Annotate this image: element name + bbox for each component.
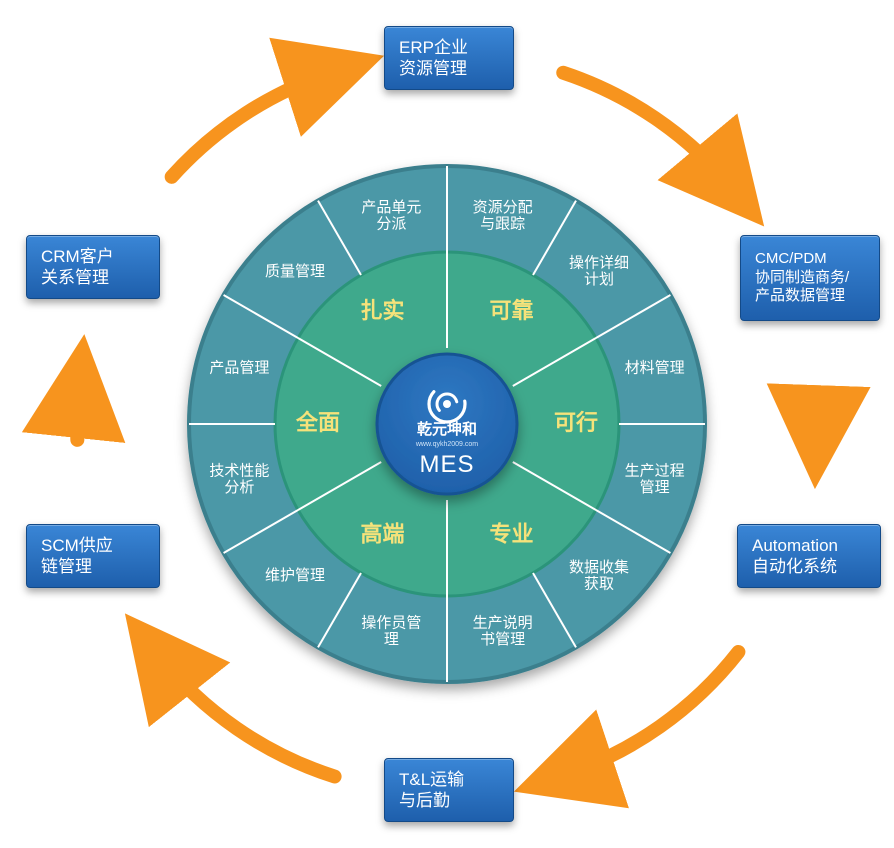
diagram-root: 可靠可行专业高端全面扎实资源分配与跟踪操作详细计划材料管理生产过程管理数据收集获… <box>0 0 894 848</box>
diagram-svg: 可靠可行专业高端全面扎实资源分配与跟踪操作详细计划材料管理生产过程管理数据收集获… <box>0 0 894 848</box>
ring2-label: 维护管理 <box>265 567 325 584</box>
ring1-label: 扎实 <box>360 298 404 323</box>
outer-box-tl: T&L运输 与后勤 <box>384 758 514 822</box>
ring2-label: 材料管理 <box>625 359 685 376</box>
ring1-label: 专业 <box>489 522 533 547</box>
outer-box-scm: SCM供应 链管理 <box>26 524 160 588</box>
outer-box-cmc: CMC/PDM 协同制造商务/ 产品数据管理 <box>740 235 880 321</box>
ring1-label: 可行 <box>554 410 598 435</box>
cycle-arrow <box>563 73 731 187</box>
ring1-label: 全面 <box>295 410 340 435</box>
core-url: www.qykh2009.com <box>415 441 478 448</box>
ring2-label: 质量管理 <box>265 263 325 280</box>
cycle-arrow <box>172 71 335 176</box>
outer-box-erp: ERP企业 资源管理 <box>384 26 514 90</box>
ring2-label: 产品管理 <box>209 359 269 376</box>
cycle-arrow <box>157 654 334 776</box>
cycle-arrow <box>563 652 738 775</box>
outer-box-auto: Automation 自动化系统 <box>737 524 881 588</box>
ring2-label: 生产说明书管理 <box>473 614 533 648</box>
core-label: MES <box>419 451 474 478</box>
ring2-label: 资源分配与跟踪 <box>473 199 533 233</box>
cycle-arrow <box>77 386 79 440</box>
ring1-label: 可靠 <box>489 298 533 323</box>
cycle-arrow <box>816 399 817 437</box>
core-title: 乾元坤和 <box>417 420 477 438</box>
ring1-label: 高端 <box>360 522 404 547</box>
outer-box-crm: CRM客户 关系管理 <box>26 235 160 299</box>
